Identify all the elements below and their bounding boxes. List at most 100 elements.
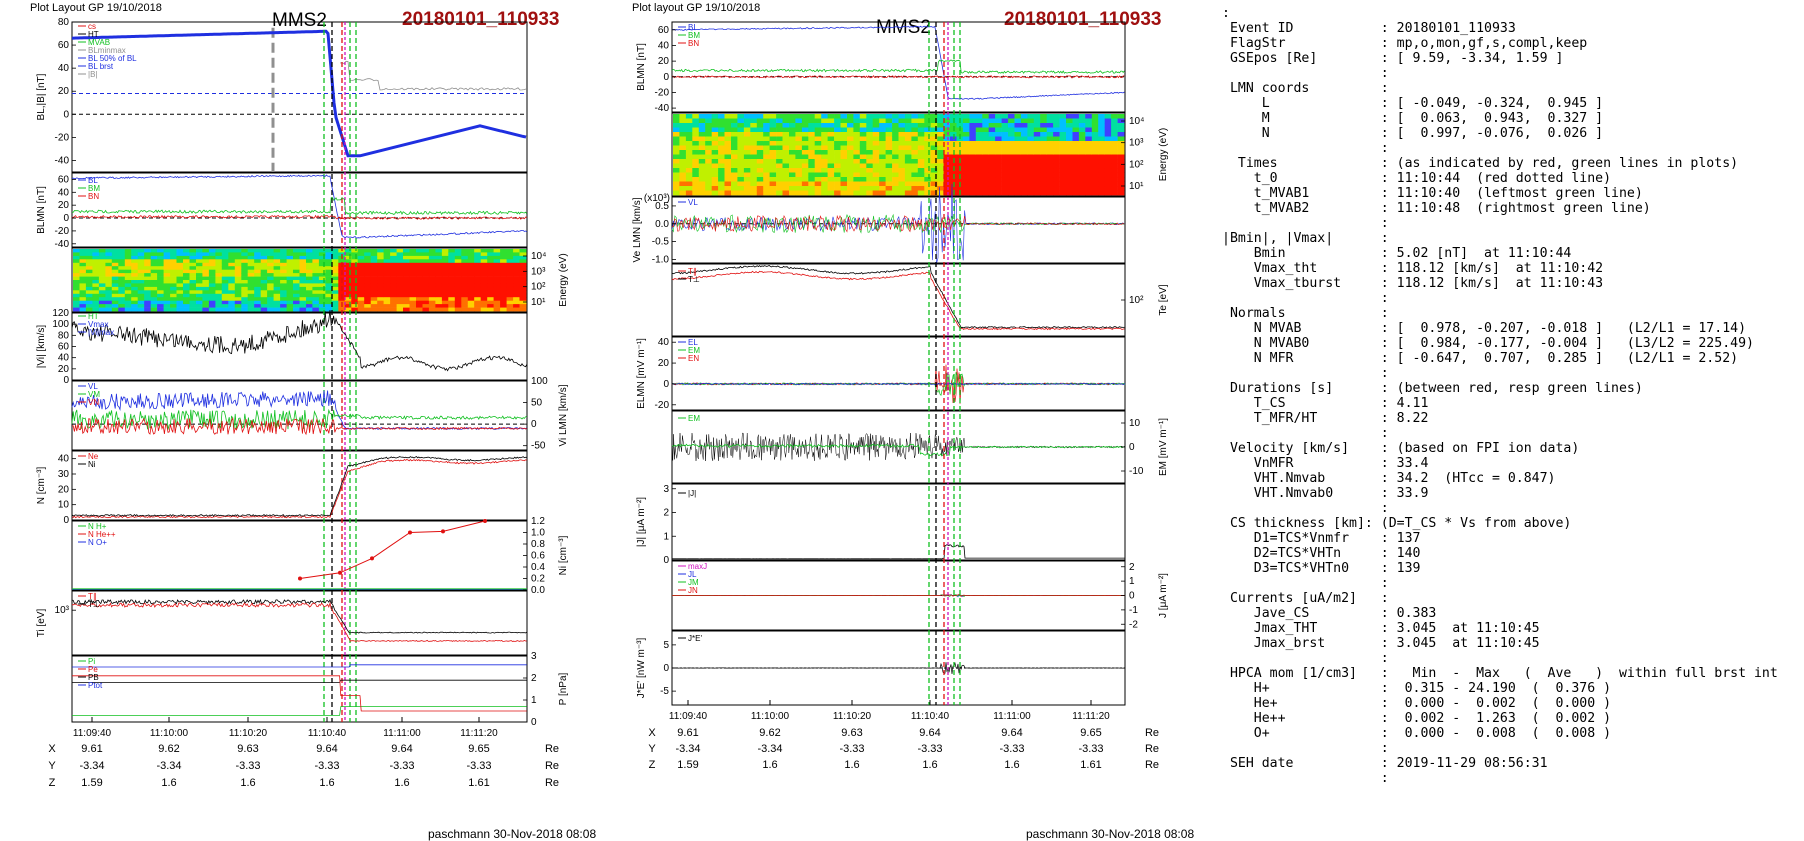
bn-series — [671, 75, 1125, 79]
y-tick-label: 0 — [63, 213, 69, 224]
position-value: 1.6 — [762, 759, 777, 771]
position-value: 9.64 — [316, 743, 337, 755]
y-tick-label: 40 — [58, 353, 70, 364]
y-tick-label: 0.6 — [531, 551, 545, 562]
panel1-event-id: 20180101_110933 — [402, 9, 560, 30]
position-value: 9.65 — [1080, 727, 1101, 739]
position-value: 1.59 — [81, 777, 102, 789]
bn-series — [71, 214, 527, 220]
summary-line: Vmax_tht : 118.12 [km/s] at 11:10:42 — [1222, 261, 1604, 276]
legend-entry: VN — [88, 398, 99, 407]
x-tick-label: 11:11:20 — [460, 728, 498, 739]
j-dot-e-series — [671, 662, 1126, 675]
y-axis-label: EM [mV m⁻¹] — [1158, 418, 1169, 476]
summary-line: CS thickness [km]: (D=T_CS * Vs from abo… — [1222, 516, 1572, 531]
y-tick-label: 20 — [58, 200, 70, 211]
position-unit: Re — [1145, 727, 1159, 739]
bm-series — [671, 59, 1125, 75]
legend-entry: BM — [688, 31, 700, 40]
y-tick-label: 1 — [1129, 576, 1135, 587]
y-tick-label: -50 — [531, 441, 546, 452]
plot-frame — [71, 450, 528, 521]
position-value: 1.61 — [468, 777, 489, 789]
summary-line: : — [1222, 741, 1389, 756]
summary-line: N : [ 0.997, -0.076, 0.026 ] — [1222, 126, 1604, 141]
legend-entry: |J| — [688, 489, 696, 498]
x-tick-label: 11:10:40 — [911, 711, 950, 722]
summary-line: : — [1222, 501, 1389, 516]
panel1-chart: 806040200-20-406040200-20-4010⁴10³10²10¹… — [36, 17, 569, 789]
he-plus-plus-point — [441, 529, 445, 534]
summary-line: : — [1222, 6, 1230, 21]
summary-line: t_MVAB2 : 11:10:48 (rightmost green line… — [1222, 201, 1651, 216]
ni-series — [71, 455, 527, 517]
x-tick-label: 11:10:00 — [751, 711, 790, 722]
he-plus-plus-point — [298, 576, 302, 581]
em-series — [671, 443, 1125, 457]
legend-entry: maxJ — [688, 562, 707, 571]
j-magnitude-series — [672, 544, 1125, 560]
y-tick-label: -20 — [55, 226, 70, 237]
legend-entry: Ptot — [88, 681, 103, 690]
y-tick-label: 40 — [658, 40, 670, 51]
summary-line: VHT.Nmvab0 : 33.9 — [1222, 486, 1429, 501]
position-value: -3.34 — [757, 743, 782, 755]
bm-series — [72, 196, 528, 216]
position-value: -3.33 — [839, 743, 864, 755]
plot-frame — [71, 247, 528, 313]
y-axis-label: BLMN [nT] — [36, 186, 47, 234]
position-value: 1.6 — [1004, 759, 1019, 771]
summary-line: VnMFR : 33.4 — [1222, 456, 1429, 471]
legend-entry: Ne — [88, 452, 99, 461]
position-row-label: X — [648, 727, 656, 739]
position-value: 1.6 — [844, 759, 859, 771]
summary-line: N MFR : [ -0.647, 0.707, 0.285 ] (L2/L1 … — [1222, 351, 1739, 366]
plot-frame — [671, 263, 1126, 337]
y-tick-label: 0.8 — [531, 539, 545, 550]
panel2-event-id: 20180101_110933 — [1004, 9, 1162, 30]
x-tick-label: 11:09:40 — [73, 728, 112, 739]
position-value: 9.64 — [391, 743, 412, 755]
summary-line: : — [1222, 651, 1389, 666]
summary-line: D3=TCS*VHTn0 : 139 — [1222, 561, 1421, 576]
position-unit: Re — [545, 777, 559, 789]
y-tick-label: 100 — [52, 319, 69, 330]
y-axis-label: Ve LMN [km/s] — [632, 197, 643, 262]
summary-line: N MVAB0 : [ 0.984, -0.177, -0.004 ] (L3/… — [1222, 336, 1754, 351]
panel2-chart: 6040200-20-4010⁴10³10²10¹0.50.0-0.5-1.0(… — [632, 21, 1169, 771]
vn-series — [71, 417, 528, 436]
summary-line: t_MVAB1 : 11:10:40 (leftmost green line) — [1222, 186, 1643, 201]
x-tick-label: 11:09:40 — [669, 711, 708, 722]
position-value: 1.6 — [394, 777, 409, 789]
summary-line: H+ : 0.315 - 24.190 ( 0.376 ) — [1222, 681, 1612, 696]
summary-line: FlagStr : mp,o,mon,gf,s,compl,keep — [1222, 36, 1588, 51]
summary-line: : — [1222, 66, 1389, 81]
summary-line: Bmin : 5.02 [nT] at 11:10:44 — [1222, 246, 1572, 261]
y-axis-label: |Vi| [km/s] — [36, 325, 47, 369]
position-unit: Re — [1145, 743, 1159, 755]
y-tick-label: 10⁴ — [531, 251, 546, 262]
y-tick-label: 20 — [58, 86, 70, 97]
position-value: -3.34 — [79, 760, 104, 772]
b-magnitude-series — [339, 60, 527, 91]
y-axis-label: Energy (eV) — [1158, 128, 1169, 181]
y-tick-label: 0 — [531, 419, 537, 430]
y-tick-label: -40 — [55, 155, 70, 166]
y-tick-label: 1 — [531, 695, 537, 706]
panel2-header: Plot layout GP 19/10/2018 — [632, 2, 761, 14]
legend-entry: Pi — [88, 657, 95, 666]
position-unit: Re — [545, 743, 559, 755]
summary-line: : — [1222, 771, 1389, 786]
y-tick-label: 10⁴ — [1129, 116, 1144, 127]
y-tick-label: 120 — [52, 308, 69, 319]
y-tick-label: 0.5 — [655, 201, 669, 212]
y-tick-label: 40 — [58, 454, 70, 465]
y-tick-label: 1.0 — [531, 528, 545, 539]
legend-entry: N O+ — [88, 538, 107, 547]
summary-line: Jmax_THT : 3.045 at 11:10:45 — [1222, 621, 1540, 636]
y-tick-label: -1.0 — [652, 254, 670, 265]
y-tick-label: -20 — [55, 132, 70, 143]
legend-entry: BN — [688, 39, 699, 48]
y-axis-label: Ni [cm⁻³] — [558, 535, 569, 575]
legend-entry: BL 50% of BL — [88, 54, 137, 63]
